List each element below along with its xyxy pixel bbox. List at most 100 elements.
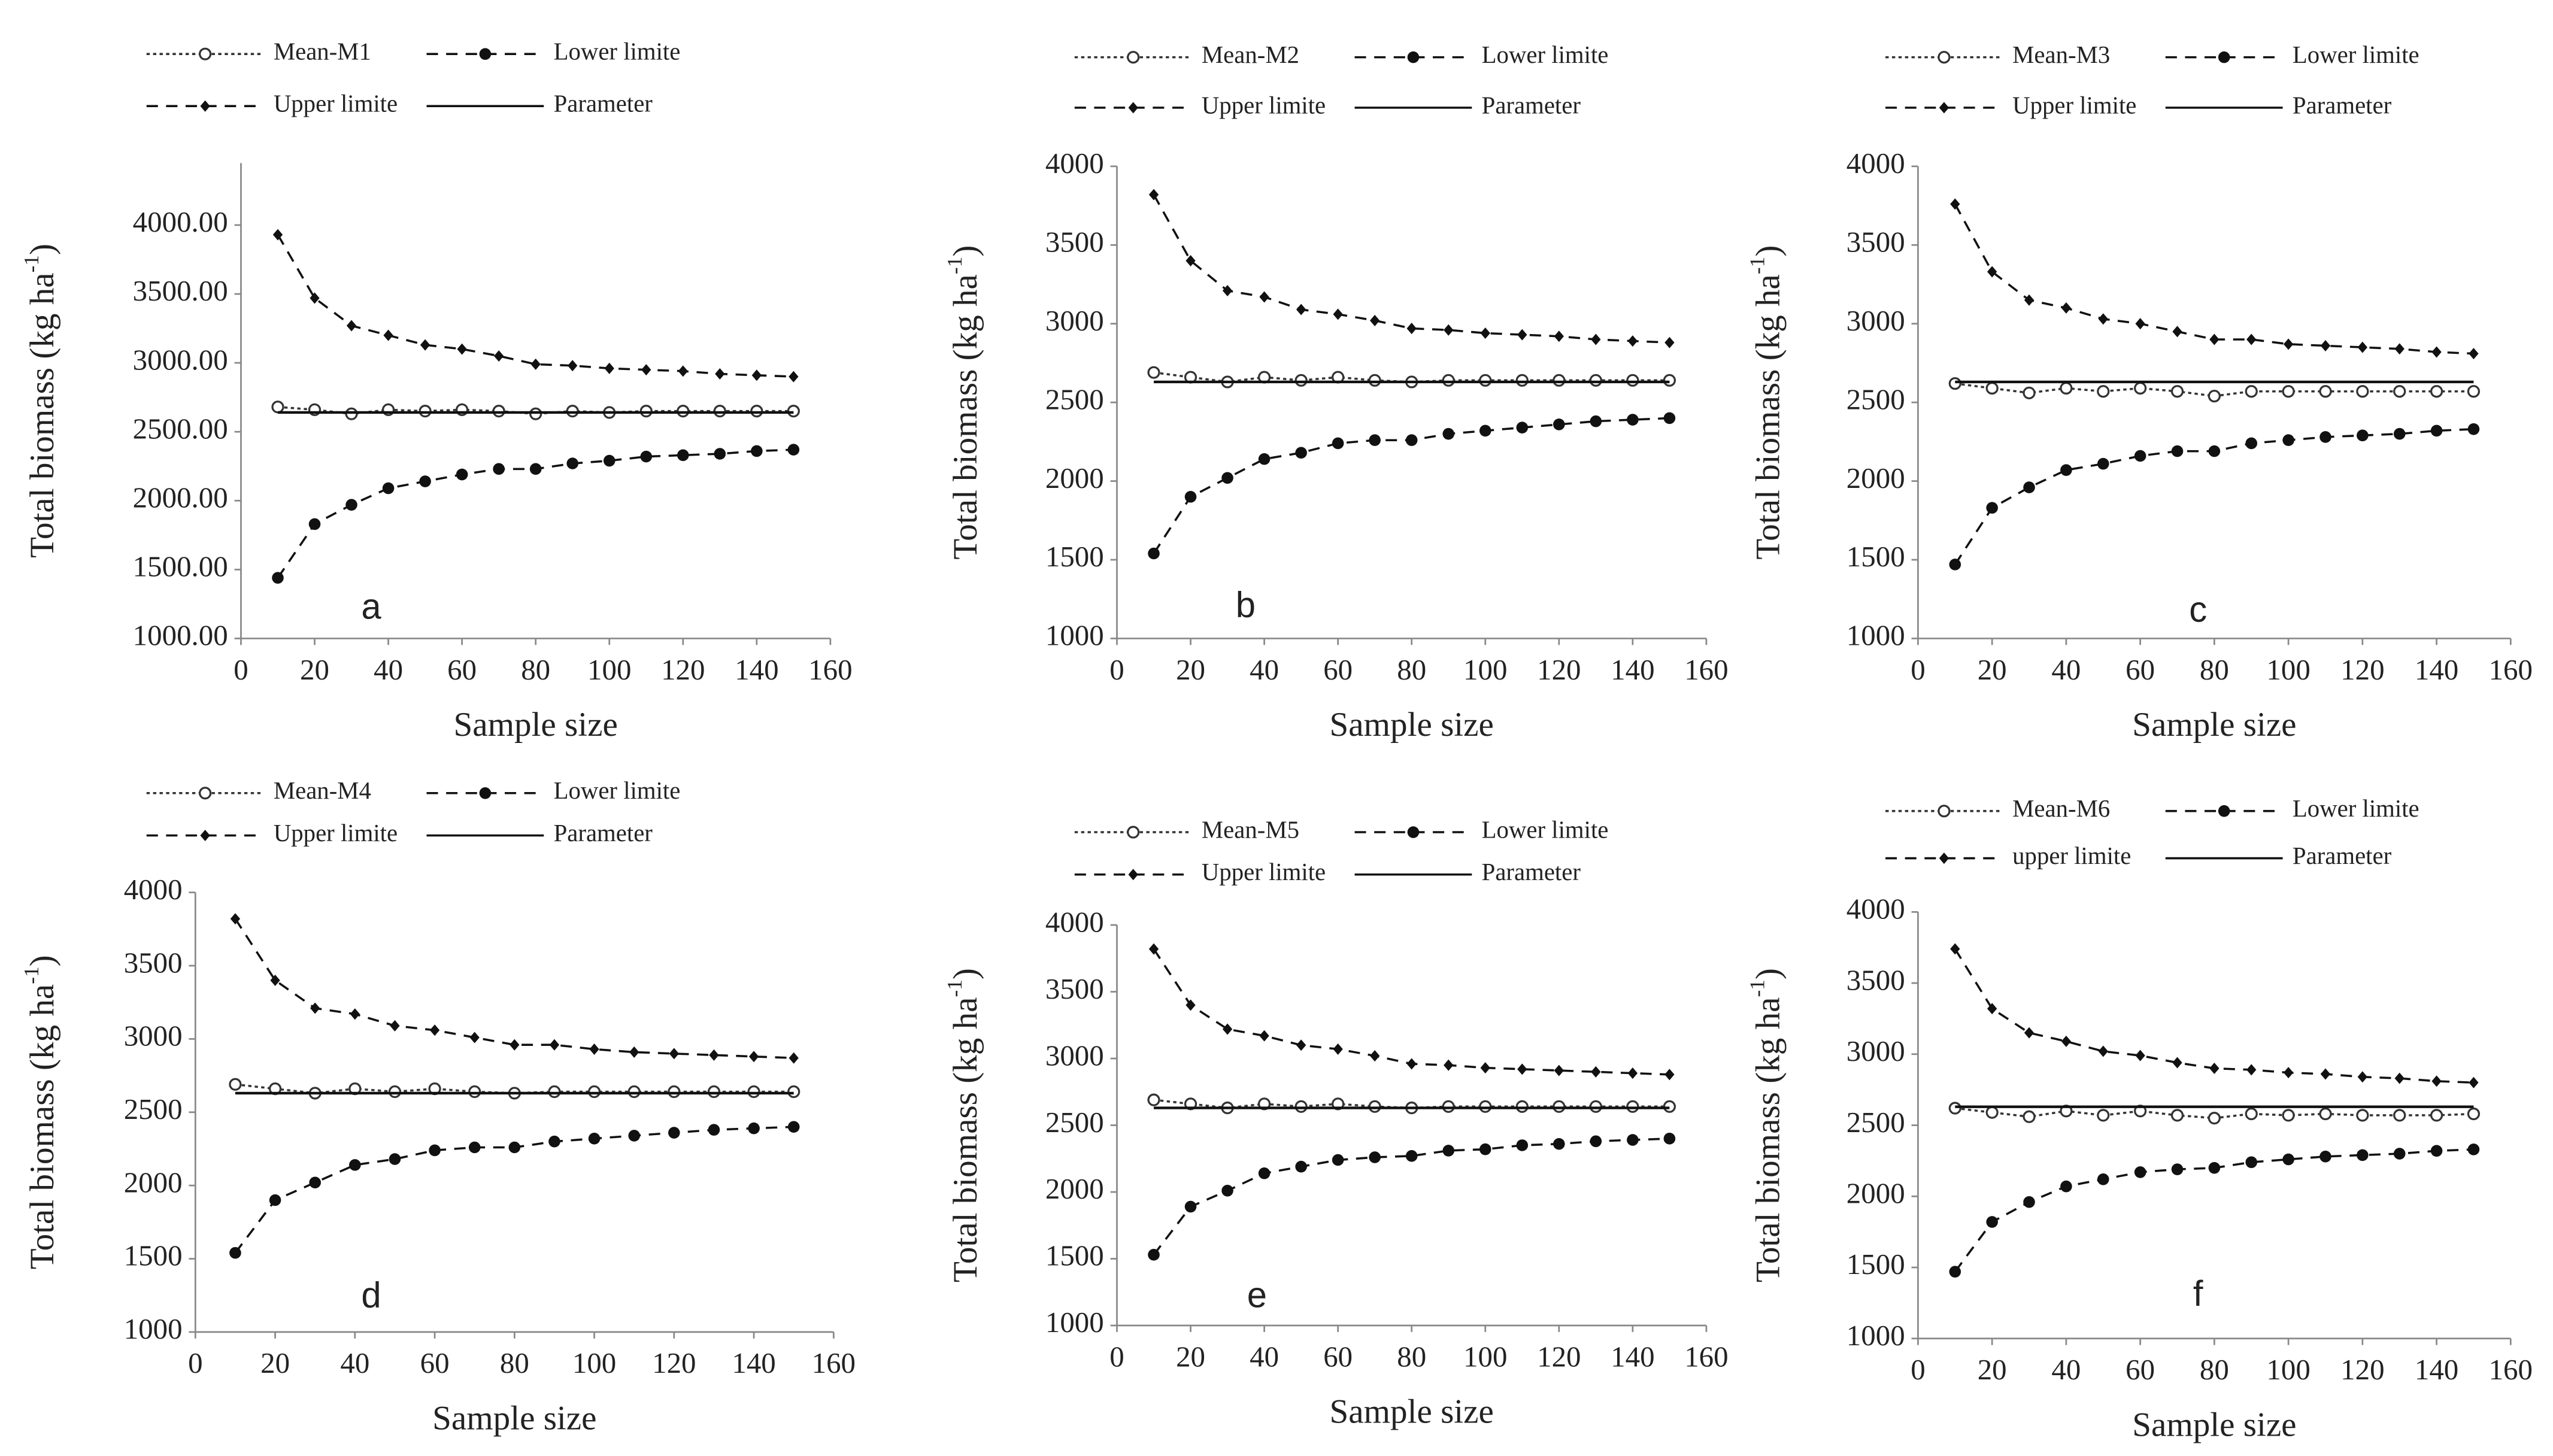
marker — [1148, 943, 1159, 955]
marker — [2430, 1145, 2443, 1157]
marker — [1515, 1100, 1529, 1113]
y-tick-label: 1500 — [1846, 540, 1905, 573]
marker — [529, 463, 542, 475]
x-tick-label: 20 — [1176, 1340, 1205, 1373]
x-tick-label: 120 — [652, 1346, 696, 1379]
marker — [1296, 304, 1306, 316]
marker — [1184, 1097, 1197, 1111]
marker — [587, 1085, 601, 1099]
marker — [2171, 445, 2184, 457]
y-tick-label: 2500 — [1045, 383, 1104, 415]
y-tick-label: 3500 — [1045, 225, 1104, 258]
x-tick-label: 60 — [1323, 1340, 1353, 1373]
marker — [1148, 547, 1160, 560]
x-tick-label: 40 — [2051, 653, 2081, 686]
marker — [1444, 1059, 1454, 1071]
marker — [2097, 1109, 2110, 1122]
x-tick-label: 120 — [1537, 1340, 1581, 1373]
marker — [2320, 339, 2331, 352]
marker — [1405, 434, 1418, 447]
marker — [1985, 381, 1999, 395]
marker — [549, 1039, 560, 1051]
legend-label: Mean-M3 — [2012, 41, 2110, 68]
y-tick-label: 3500 — [124, 946, 183, 979]
marker — [419, 405, 432, 418]
panel-label: e — [1247, 1275, 1267, 1315]
x-tick-label: 0 — [1911, 653, 1925, 686]
marker — [456, 468, 468, 481]
legend-label: Parameter — [554, 90, 653, 117]
y-tick-label: 2000 — [1045, 1172, 1104, 1205]
panel-label: f — [2193, 1273, 2203, 1314]
marker — [469, 1032, 480, 1044]
x-tick-label: 80 — [2200, 1353, 2229, 1386]
legend-label: Lower limite — [554, 38, 681, 65]
marker — [2319, 1107, 2332, 1121]
panel-label: d — [361, 1275, 381, 1315]
x-tick-label: 100 — [587, 653, 631, 686]
marker — [2060, 1180, 2072, 1193]
panel: 1000 1500 2000 2500 3000 3500 4000 0 20 40 60 80 100… — [1745, 795, 2533, 1443]
x-tick-label: 40 — [1250, 653, 1279, 686]
marker — [229, 1246, 241, 1259]
panel-label: b — [1236, 585, 1256, 625]
marker — [309, 1176, 321, 1189]
marker — [429, 1024, 440, 1036]
y-axis-title-part: -1 — [942, 257, 966, 274]
marker — [1479, 1100, 1492, 1113]
y-tick-label: 2500 — [124, 1093, 183, 1126]
marker — [747, 1085, 760, 1099]
marker — [2467, 385, 2481, 398]
y-tick-label: 2500 — [1846, 1106, 1905, 1139]
marker — [200, 829, 210, 841]
marker — [1554, 1064, 1564, 1076]
marker — [2245, 385, 2258, 398]
x-tick-label: 60 — [1323, 653, 1353, 686]
marker — [2245, 1107, 2258, 1121]
marker — [468, 1141, 481, 1154]
y-axis-title-part: Total biomass (kg ha — [1749, 997, 1787, 1282]
marker — [2170, 1109, 2184, 1122]
marker — [1222, 284, 1233, 296]
marker — [748, 1051, 759, 1063]
marker — [1295, 447, 1307, 459]
marker — [1127, 826, 1140, 839]
y-tick-label: 1500 — [1846, 1248, 1905, 1281]
legend-label: Upper limite — [1202, 859, 1326, 885]
marker — [588, 1133, 601, 1145]
panel: 1000 1500 2000 2500 3000 3500 4000 0 20 40 60 80 100… — [942, 41, 1728, 744]
marker — [2061, 1035, 2072, 1047]
marker — [1553, 418, 1565, 430]
marker — [2023, 1110, 2036, 1123]
marker — [2319, 1150, 2331, 1163]
marker — [1986, 1216, 1998, 1228]
marker — [1627, 1067, 1638, 1079]
x-axis-title: Sample size — [1330, 706, 1494, 744]
marker — [1444, 324, 1454, 336]
marker — [2393, 1148, 2406, 1160]
marker — [2097, 385, 2110, 398]
marker — [713, 405, 726, 418]
marker — [628, 1130, 640, 1142]
series-line — [1153, 1099, 1670, 1109]
x-tick-label: 40 — [340, 1346, 369, 1379]
legend-label: Lower limite — [554, 777, 681, 804]
x-tick-label: 100 — [2266, 653, 2310, 686]
marker — [1948, 1102, 1961, 1115]
y-axis-title-part: -1 — [19, 255, 43, 272]
marker — [230, 913, 241, 925]
x-tick-label: 80 — [1397, 1340, 1426, 1373]
marker — [2467, 423, 2480, 435]
marker — [548, 1135, 560, 1148]
marker — [1407, 51, 1420, 63]
y-axis-title: Total biomass (kg ha-1) — [19, 955, 61, 1269]
marker — [1591, 1066, 1601, 1078]
y-tick-label: 3000 — [1846, 304, 1905, 337]
legend-label: Lower limite — [1482, 816, 1609, 843]
marker — [2246, 333, 2257, 345]
x-tick-label: 20 — [1978, 653, 2007, 686]
marker — [2357, 1071, 2367, 1083]
series-line — [1153, 194, 1670, 344]
marker — [388, 1085, 402, 1099]
marker — [604, 362, 614, 374]
